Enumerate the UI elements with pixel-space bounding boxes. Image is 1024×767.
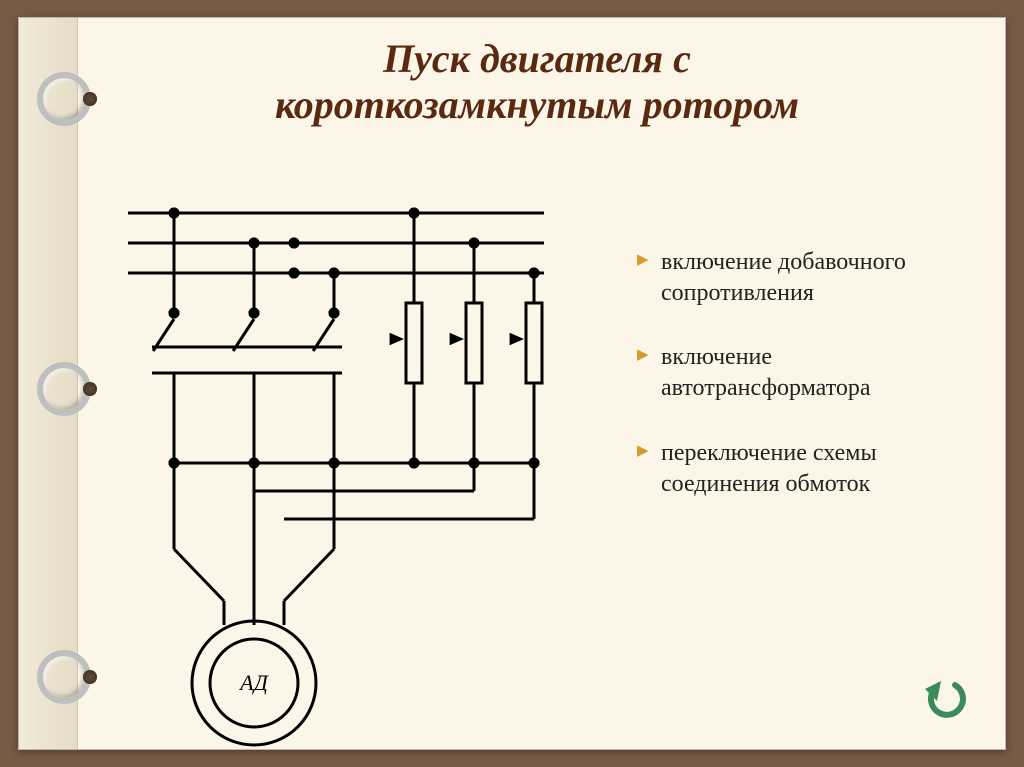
paper-card: Пуск двигателя с короткозамкнутым роторо…: [18, 17, 1006, 750]
bullet-item: переключение схемы соединения обмоток: [637, 438, 967, 499]
binder-strip: [19, 18, 78, 749]
circuit-diagram: АД: [114, 193, 584, 753]
slide-title: Пуск двигателя с короткозамкнутым роторо…: [89, 36, 985, 128]
binder-ring: [37, 650, 91, 704]
motor-label: АД: [238, 670, 269, 695]
title-line-1: Пуск двигателя с: [383, 36, 691, 81]
title-line-2: короткозамкнутым ротором: [275, 82, 799, 127]
return-icon[interactable]: [923, 679, 971, 723]
frame: Пуск двигателя с короткозамкнутым роторо…: [0, 0, 1024, 767]
bullet-list: включение добавочного сопротивления вклю…: [597, 247, 967, 533]
binder-ring: [37, 362, 91, 416]
bullet-item: включение добавочного сопротивления: [637, 247, 967, 308]
bullet-item: включение автотрансформатора: [637, 342, 967, 403]
binder-ring: [37, 72, 91, 126]
